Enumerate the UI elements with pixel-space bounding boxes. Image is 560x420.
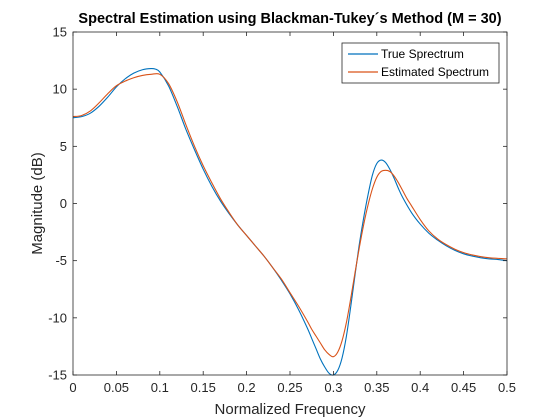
x-tick-label: 0.5 (498, 380, 516, 395)
x-tick-label: 0.4 (411, 380, 429, 395)
legend-label-true-spectrum: True Sprectrum (381, 47, 464, 61)
y-tick-label: -10 (48, 310, 67, 325)
legend: True Sprectrum Estimated Spectrum (341, 42, 500, 84)
chart-title: Spectral Estimation using Blackman-Tukey… (78, 11, 501, 27)
y-tick-label: -15 (48, 368, 67, 383)
x-tick-label: 0.25 (277, 380, 302, 395)
x-tick-label: 0 (69, 380, 76, 395)
series-line-estimated-spectrum (72, 73, 508, 358)
y-tick-label: 5 (60, 139, 67, 154)
x-tick-label: 0.05 (104, 380, 129, 395)
y-tick-label: 15 (53, 25, 67, 40)
x-ticks: 0 0.05 0.1 0.15 0.2 0.25 0.3 0.35 0.4 0.45 0.5 (69, 32, 516, 395)
series-line-true-spectrum (72, 68, 508, 376)
y-tick-label: 0 (60, 196, 67, 211)
legend-box (341, 42, 500, 84)
x-axis-label: Normalized Frequency (215, 401, 366, 418)
series-layer (72, 68, 508, 376)
plot-area (73, 32, 507, 375)
y-tick-label: -5 (55, 253, 67, 268)
legend-label-estimated-spectrum: Estimated Spectrum (381, 65, 489, 79)
y-tick-label: 10 (53, 82, 67, 97)
x-tick-label: 0.3 (324, 380, 342, 395)
x-tick-label: 0.1 (151, 380, 169, 395)
x-tick-label: 0.15 (191, 380, 216, 395)
y-ticks: -15 -10 -5 0 5 10 15 (48, 25, 507, 383)
x-tick-label: 0.2 (238, 380, 256, 395)
y-axis-label: Magnitude (dB) (29, 152, 46, 255)
x-tick-label: 0.45 (451, 380, 476, 395)
x-tick-label: 0.35 (364, 380, 389, 395)
